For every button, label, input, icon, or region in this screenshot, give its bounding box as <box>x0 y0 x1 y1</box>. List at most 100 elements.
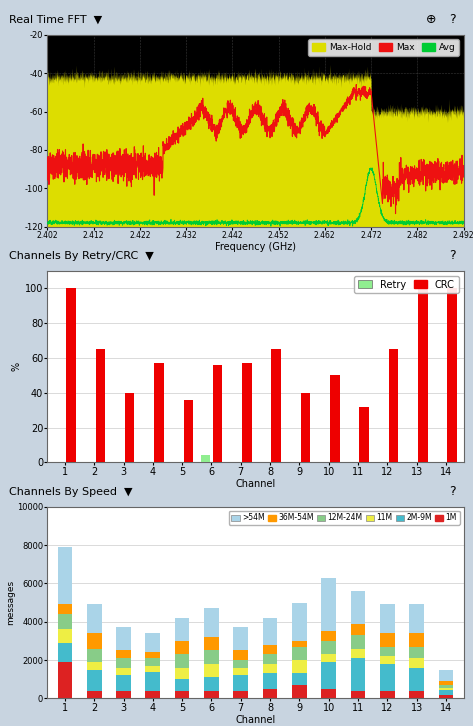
Bar <box>301 393 310 462</box>
Bar <box>272 349 281 462</box>
Bar <box>116 690 131 698</box>
Bar <box>66 288 76 462</box>
Bar <box>204 677 219 690</box>
Bar <box>58 547 72 605</box>
Bar <box>292 674 307 685</box>
Bar <box>204 650 219 664</box>
Legend: >54M, 36M-54M, 12M-24M, 11M, 2M-9M, 1M: >54M, 36M-54M, 12M-24M, 11M, 2M-9M, 1M <box>228 510 460 525</box>
Bar <box>438 669 453 681</box>
Bar <box>263 664 277 674</box>
Bar <box>58 614 72 629</box>
Bar <box>175 690 190 698</box>
Text: Channels By Retry/CRC  ▼: Channels By Retry/CRC ▼ <box>9 251 154 261</box>
Bar <box>292 641 307 647</box>
Text: ?: ? <box>449 14 456 26</box>
Bar <box>380 633 394 647</box>
Bar <box>438 688 453 690</box>
Legend: Max-Hold, Max, Avg: Max-Hold, Max, Avg <box>308 39 459 56</box>
Bar <box>116 627 131 650</box>
Bar <box>409 658 424 668</box>
Bar <box>116 650 131 658</box>
Y-axis label: messages: messages <box>7 580 16 625</box>
Bar <box>116 668 131 675</box>
Bar <box>234 675 248 690</box>
Bar <box>292 647 307 660</box>
Bar <box>409 633 424 647</box>
Bar <box>389 349 398 462</box>
Bar <box>321 689 336 698</box>
Bar <box>263 689 277 698</box>
X-axis label: Channel: Channel <box>235 479 276 489</box>
Bar <box>438 681 453 685</box>
Bar <box>321 662 336 689</box>
Y-axis label: %: % <box>12 362 22 371</box>
Bar <box>175 654 190 668</box>
Bar <box>213 365 222 462</box>
Bar <box>204 608 219 637</box>
Bar <box>380 690 394 698</box>
Bar <box>350 658 365 690</box>
Bar <box>175 618 190 641</box>
Bar <box>263 618 277 645</box>
Bar <box>58 629 72 643</box>
Bar <box>234 660 248 668</box>
Bar <box>380 605 394 633</box>
Bar <box>321 578 336 632</box>
Bar <box>292 603 307 641</box>
Bar <box>154 363 164 462</box>
Bar <box>146 666 160 672</box>
Bar <box>146 690 160 698</box>
Bar <box>175 668 190 680</box>
Bar <box>201 455 210 462</box>
Bar <box>87 690 102 698</box>
X-axis label: Channel: Channel <box>235 715 276 725</box>
Bar <box>175 680 190 690</box>
Legend: Retry, CRC: Retry, CRC <box>354 276 459 293</box>
Bar <box>292 660 307 674</box>
Bar <box>409 605 424 633</box>
Text: Channels By Speed  ▼: Channels By Speed ▼ <box>9 487 133 497</box>
Text: ?: ? <box>449 250 456 262</box>
Text: ?: ? <box>449 486 456 498</box>
Bar <box>87 662 102 669</box>
Bar <box>438 695 453 698</box>
Bar <box>263 654 277 664</box>
Bar <box>292 685 307 698</box>
Bar <box>321 632 336 641</box>
Bar <box>58 662 72 698</box>
Bar <box>87 605 102 633</box>
Bar <box>350 690 365 698</box>
Bar <box>87 669 102 690</box>
Bar <box>380 664 394 690</box>
Bar <box>438 690 453 695</box>
Bar <box>58 643 72 662</box>
Bar <box>204 690 219 698</box>
Bar <box>350 624 365 635</box>
Bar <box>184 400 193 462</box>
Bar <box>146 672 160 690</box>
Bar <box>87 648 102 662</box>
Bar <box>409 690 424 698</box>
Bar <box>409 668 424 690</box>
Bar <box>146 653 160 658</box>
Bar <box>58 605 72 614</box>
Bar <box>438 685 453 688</box>
Bar <box>380 656 394 664</box>
Bar <box>350 635 365 648</box>
Bar <box>263 645 277 654</box>
Bar <box>125 393 134 462</box>
Bar <box>175 641 190 654</box>
Bar <box>234 650 248 660</box>
Bar <box>321 654 336 662</box>
Bar <box>418 288 428 462</box>
Bar <box>146 658 160 666</box>
Bar <box>409 647 424 658</box>
Bar <box>350 648 365 658</box>
Bar <box>204 664 219 677</box>
Bar <box>204 637 219 650</box>
Bar <box>116 658 131 668</box>
X-axis label: Frequency (GHz): Frequency (GHz) <box>215 242 296 253</box>
Bar <box>447 288 457 462</box>
Bar <box>242 363 252 462</box>
Bar <box>116 675 131 690</box>
